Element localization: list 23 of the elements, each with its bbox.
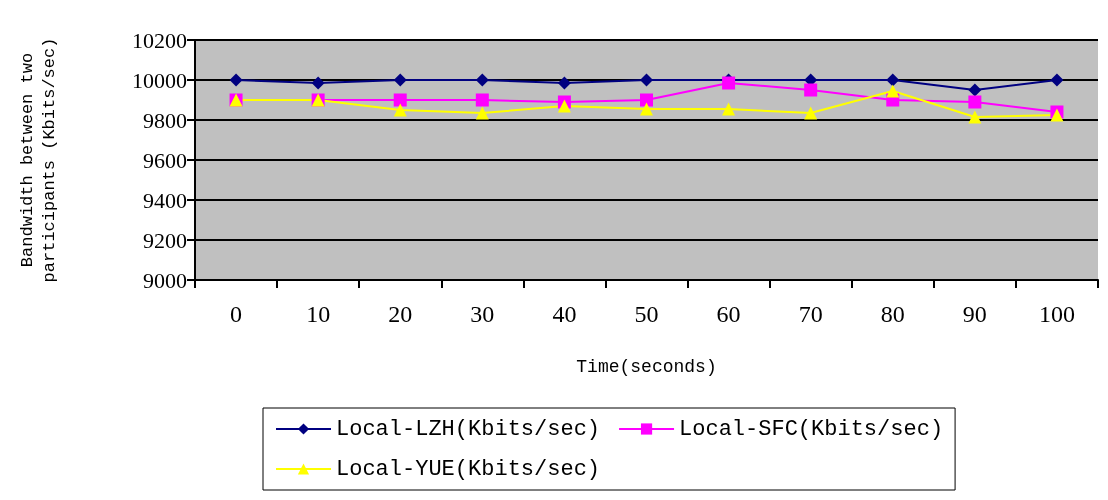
y-tick-label: 9000 [143,267,187,293]
x-tick-label: 90 [962,301,987,327]
y-tick-label: 10000 [132,67,187,93]
x-axis-title: Time(seconds) [576,357,717,377]
legend-label: Local-SFC(Kbits/sec) [679,416,944,442]
x-tick-label: 40 [552,301,577,327]
legend-label: Local-YUE(Kbits/sec) [336,456,601,482]
y-tick-label: 9800 [143,107,187,133]
x-tick-label: 0 [230,301,243,327]
x-tick-label: 80 [880,301,905,327]
x-tick-label: 70 [798,301,823,327]
x-tick-label: 60 [716,301,741,327]
y-tick-label: 9200 [143,227,187,253]
y-tick-label: 10200 [132,27,187,53]
y-tick-label: 9400 [143,187,187,213]
x-tick-label: 30 [470,301,495,327]
x-tick-label: 10 [306,301,331,327]
y-axis-title: Bandwidth between two participants (Kbits/sec) [17,37,59,283]
legend-label: Local-LZH(Kbits/sec) [336,416,601,442]
y-tick-label: 9600 [143,147,187,173]
x-tick-label: 50 [634,301,659,327]
x-tick-label: 20 [388,301,413,327]
x-tick-label: 100 [1038,301,1075,327]
